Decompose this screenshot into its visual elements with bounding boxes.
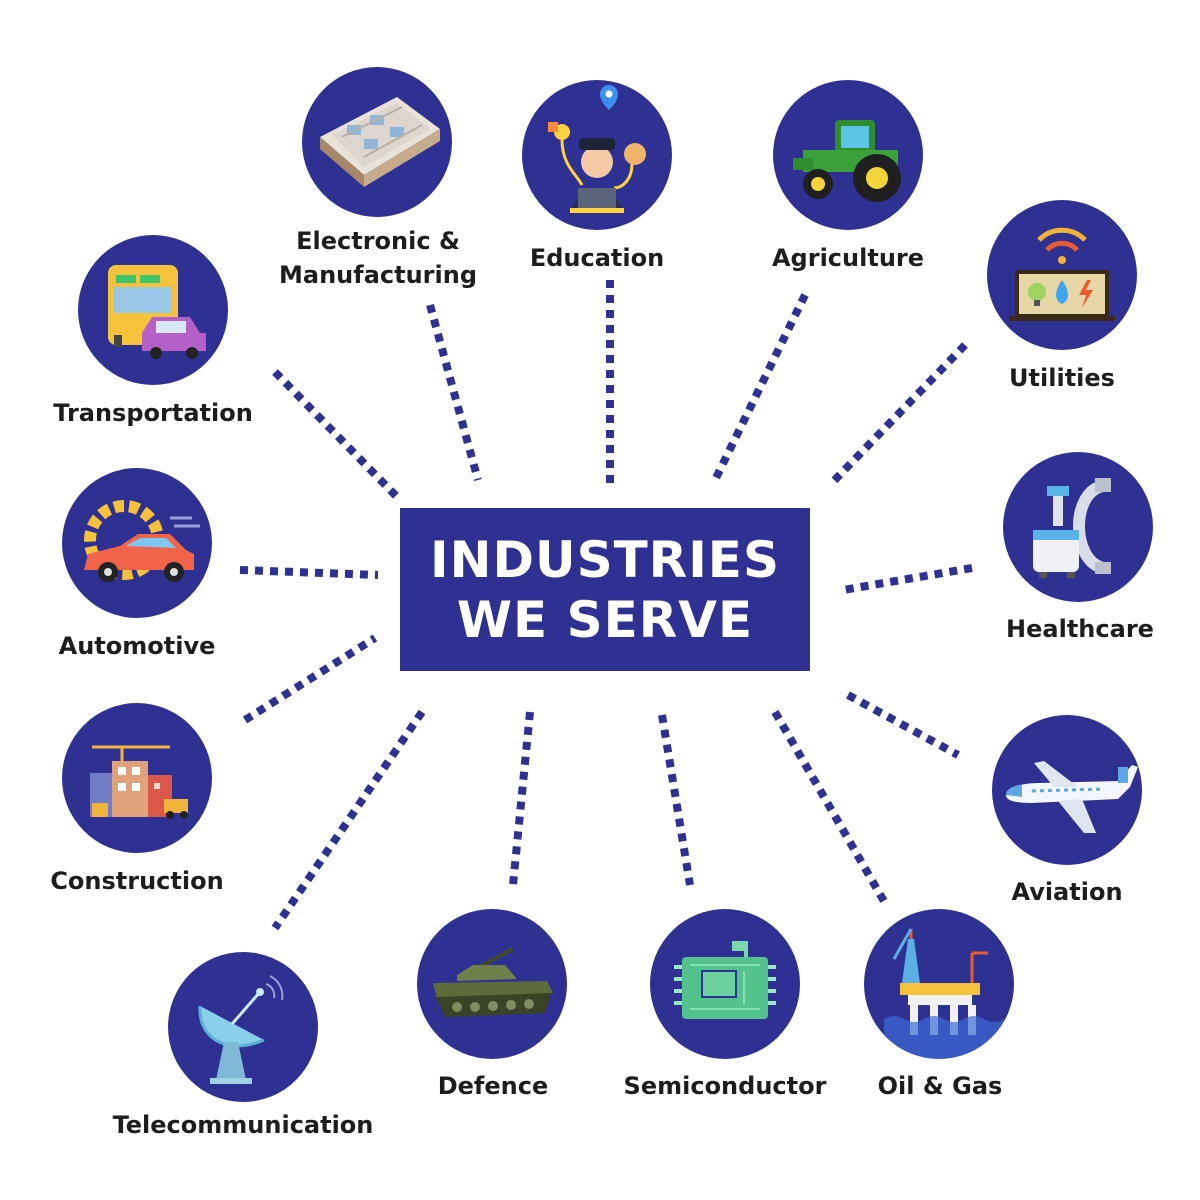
construction-circle: [62, 703, 212, 853]
semiconductor-label: Semiconductor: [623, 1072, 827, 1100]
agriculture-label: Agriculture: [771, 244, 925, 272]
transportation-circle: [78, 235, 228, 385]
electronic-manufacturing-label: Electronic & Manufacturing: [198, 224, 558, 292]
automotive-label: Automotive: [58, 632, 216, 660]
factory-floor-icon: [320, 97, 440, 187]
defence-circle: [417, 909, 567, 1059]
medical-scanner-icon: [1033, 478, 1111, 578]
healthcare-circle: [1003, 452, 1153, 602]
connector-defence: [509, 711, 534, 886]
utilities-circle: [987, 200, 1137, 350]
connector-utilities: [827, 342, 968, 488]
connector-agriculture: [711, 293, 809, 482]
utilities-meter-icon: [1009, 227, 1115, 321]
aviation-circle: [992, 715, 1142, 865]
aviation-label: Aviation: [1011, 878, 1123, 906]
connector-construction: [242, 634, 378, 724]
connector-electronic-manufacturing: [426, 303, 482, 482]
oil-gas-label: Oil & Gas: [877, 1072, 1003, 1100]
healthcare-label: Healthcare: [1006, 615, 1154, 643]
electronic-manufacturing-circle: [302, 67, 452, 217]
airplane-icon: [1006, 761, 1138, 833]
defence-label: Defence: [437, 1072, 549, 1100]
circuit-board-icon: [674, 941, 776, 1019]
semiconductor-circle: [650, 909, 800, 1059]
oil-rig-icon: [884, 928, 1004, 1059]
connector-aviation: [846, 691, 960, 759]
center-title-line2: WE SERVE: [456, 590, 754, 649]
connector-oil-gas: [771, 710, 889, 905]
satellite-dish-icon: [198, 975, 284, 1084]
tractor-icon: [793, 120, 901, 202]
car-gear-icon: [84, 500, 200, 582]
center-title-box: INDUSTRIES WE SERVE: [400, 508, 810, 671]
electronic-manufacturing-label-line1: Electronic &: [296, 227, 460, 255]
utilities-label: Utilities: [1009, 364, 1115, 392]
connector-automotive: [239, 566, 379, 579]
tank-icon: [433, 947, 553, 1017]
connector-semiconductor: [658, 714, 694, 886]
connector-healthcare: [842, 564, 973, 594]
connector-telecommunication: [271, 709, 426, 931]
buildings-crane-icon: [90, 745, 188, 819]
education-label: Education: [529, 244, 665, 272]
oil-gas-circle: [864, 909, 1014, 1059]
education-circle: [522, 80, 672, 230]
telecommunication-label: Telecommunication: [112, 1111, 374, 1139]
construction-label: Construction: [50, 867, 224, 895]
telecommunication-circle: [168, 952, 318, 1102]
agriculture-circle: [773, 80, 923, 230]
transportation-label: Transportation: [53, 399, 253, 427]
student-laptop-icon: [548, 85, 646, 213]
automotive-circle: [62, 468, 212, 618]
electronic-manufacturing-label-line2: Manufacturing: [279, 261, 477, 289]
connector-transportation: [272, 369, 403, 503]
center-title-line1: INDUSTRIES: [430, 530, 780, 589]
bus-and-car-icon: [108, 265, 206, 359]
